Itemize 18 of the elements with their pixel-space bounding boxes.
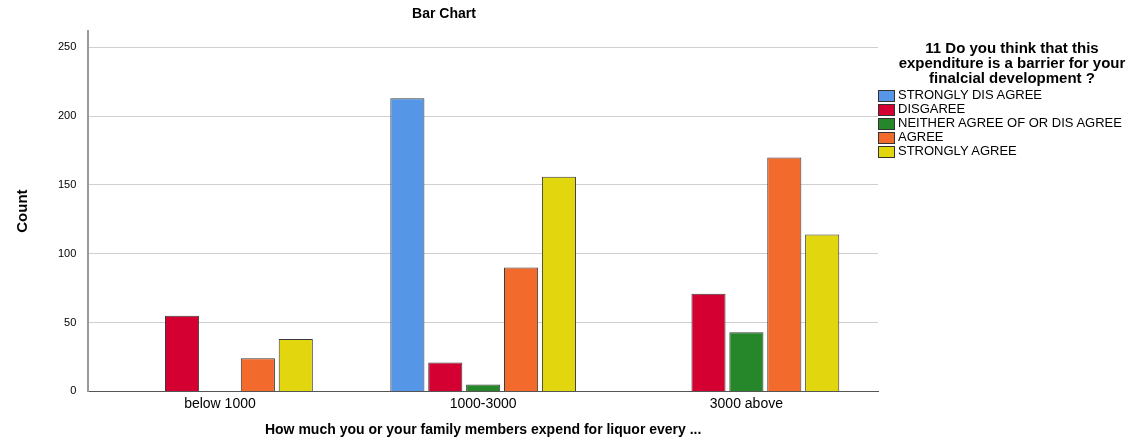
legend-label: NEITHER AGREE OF OR DIS AGREE xyxy=(898,115,1122,130)
legend-label: STRONGLY AGREE xyxy=(898,143,1017,158)
x-axis-title: How much you or your family members expend for liquor every ... xyxy=(264,421,702,438)
y-tick-label: 100 xyxy=(57,246,77,259)
y-tick-label: 250 xyxy=(57,40,77,53)
y-tick-label: 0 xyxy=(70,384,77,397)
y-tick-label: 50 xyxy=(64,315,77,328)
y-axis-title: Count xyxy=(13,189,31,233)
legend-label: DISGAREE xyxy=(898,101,966,116)
x-tick-label: 3000 above xyxy=(709,394,784,411)
legend-label: STRONGLY DIS AGREE xyxy=(898,87,1043,102)
chart-title: Bar Chart xyxy=(412,5,477,22)
legend-label: AGREE xyxy=(898,129,944,144)
x-tick-label: 1000-3000 xyxy=(449,394,517,411)
x-tick-label: below 1000 xyxy=(184,394,256,411)
y-tick-label: 150 xyxy=(57,177,77,190)
legend-title: 11 Do you think that this expenditure is a barrier for your finalcial development ? xyxy=(897,39,1127,86)
y-tick-label: 200 xyxy=(57,109,77,122)
